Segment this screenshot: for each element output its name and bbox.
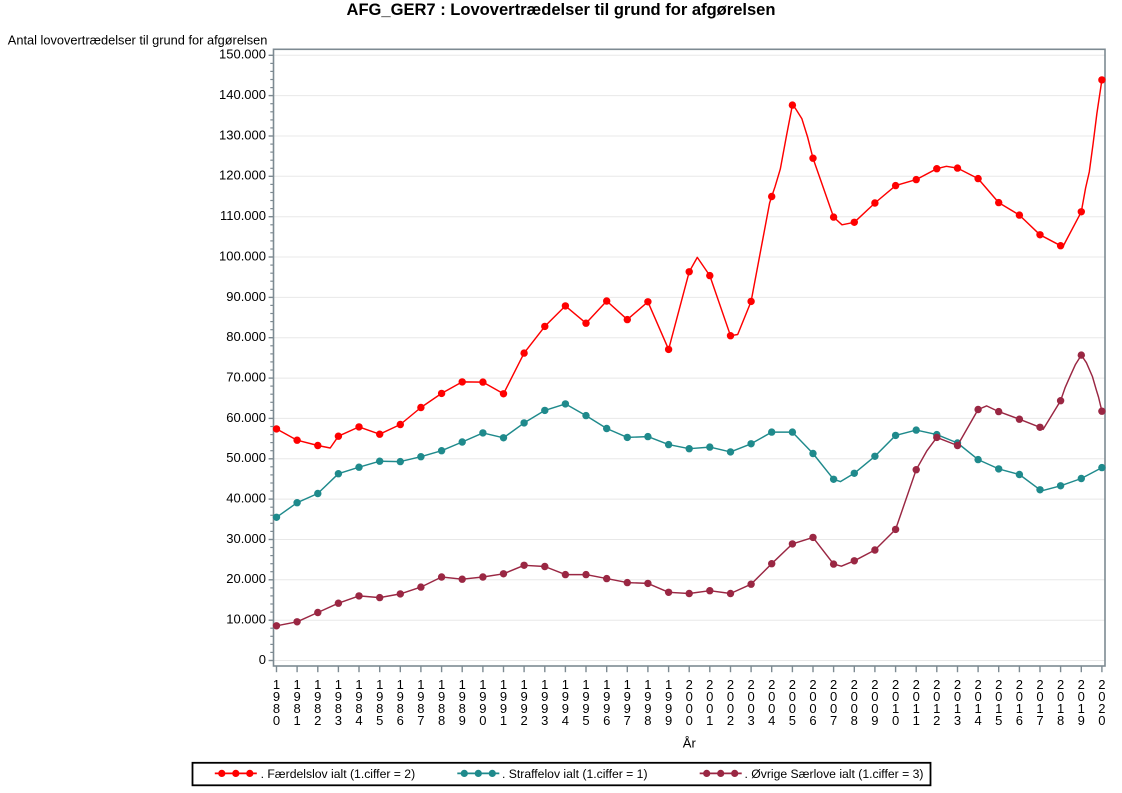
- svg-text:AFG_GER7 : Lovovertrædelser ti: AFG_GER7 : Lovovertrædelser til grund fo…: [347, 0, 776, 19]
- svg-text:60.000: 60.000: [226, 410, 266, 425]
- svg-text:130.000: 130.000: [219, 127, 266, 142]
- svg-text:Antal lovovertrædelser til gru: Antal lovovertrædelser til grund for afg…: [8, 33, 268, 48]
- svg-text:. Straffelov ialt (1.ciffer =: . Straffelov ialt (1.ciffer = 1): [502, 767, 648, 781]
- svg-text:100.000: 100.000: [219, 248, 266, 263]
- svg-text:0: 0: [259, 652, 266, 667]
- svg-text:. Færdelslov ialt (1.ciffer =: . Færdelslov ialt (1.ciffer = 2): [261, 767, 416, 781]
- svg-text:År: År: [683, 736, 697, 751]
- svg-text:90.000: 90.000: [226, 289, 266, 304]
- svg-text:140.000: 140.000: [219, 87, 266, 102]
- svg-text:10.000: 10.000: [226, 612, 266, 627]
- svg-text:. Øvrige Særlove ialt (1.ciffe: . Øvrige Særlove ialt (1.ciffer = 3): [745, 767, 924, 781]
- svg-text:110.000: 110.000: [220, 208, 266, 223]
- svg-text:20.000: 20.000: [226, 571, 266, 586]
- svg-text:30.000: 30.000: [226, 531, 266, 546]
- svg-text:70.000: 70.000: [226, 370, 266, 385]
- svg-text:80.000: 80.000: [226, 329, 266, 344]
- svg-text:40.000: 40.000: [226, 491, 266, 506]
- svg-text:50.000: 50.000: [226, 450, 266, 465]
- svg-text:150.000: 150.000: [219, 47, 266, 62]
- svg-text:120.000: 120.000: [219, 168, 266, 183]
